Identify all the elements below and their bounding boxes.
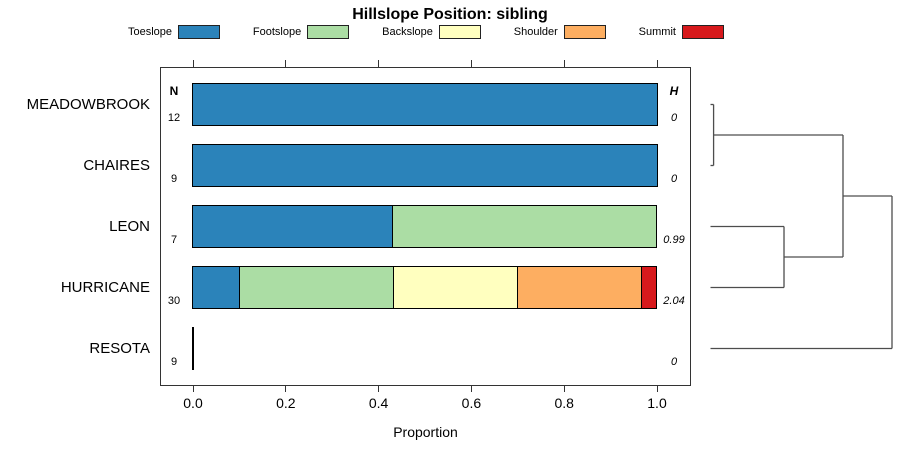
legend-item: Footslope — [252, 25, 350, 39]
bar-segment-toeslope — [192, 205, 392, 247]
x-axis-tick-bottom — [192, 385, 194, 392]
bar-segment-footslope — [238, 266, 394, 308]
x-axis-tick-bottom — [563, 385, 565, 392]
legend-item: Shoulder — [514, 25, 606, 39]
bar-segment-toeslope — [192, 144, 657, 186]
legend-swatch-summit — [681, 25, 724, 39]
x-axis-tick-label: 0.8 — [554, 395, 574, 411]
x-axis-title: Proportion — [393, 424, 458, 440]
x-axis-tick-label: 0.4 — [368, 395, 389, 411]
h-value: 0 — [670, 112, 678, 124]
n-value: 7 — [170, 234, 178, 246]
x-axis-tick-label: 0.6 — [461, 395, 482, 411]
legend-label: Backslope — [382, 26, 433, 38]
legend-swatch-footslope — [307, 25, 350, 39]
legend-swatch-backslope — [438, 25, 481, 39]
legend-swatch-shoulder — [563, 25, 606, 39]
legend-item: Toeslope — [128, 25, 221, 39]
x-axis-tick-top — [656, 60, 658, 67]
h-column-header: H — [669, 84, 679, 98]
y-axis-label: HURRICANE — [60, 278, 150, 296]
legend-item: Backslope — [382, 25, 481, 39]
legend-label: Summit — [638, 26, 676, 38]
legend-item: Summit — [639, 25, 724, 39]
y-axis-label: MEADOWBROOK — [26, 95, 150, 113]
x-axis-tick-top — [563, 60, 565, 67]
x-axis-tick-bottom — [378, 385, 380, 392]
x-axis-tick-top — [192, 60, 194, 67]
bar-segment-backslope — [393, 266, 518, 308]
n-value: 9 — [170, 173, 178, 185]
x-axis-tick-label: 0.2 — [276, 395, 296, 411]
bar-segment-shoulder — [517, 266, 642, 308]
bar-segment-toeslope — [192, 83, 657, 125]
x-axis-tick-top — [470, 60, 472, 67]
x-axis-tick-top — [378, 60, 380, 67]
h-value: 0 — [670, 356, 678, 368]
legend-label: Shoulder — [513, 26, 558, 38]
bar-row — [191, 326, 194, 370]
legend: Toeslope Footslope Backslope Shoulder Summit — [128, 24, 724, 40]
plot-area — [160, 67, 691, 386]
bar-row — [191, 265, 658, 309]
bar-row — [191, 82, 658, 126]
legend-label: Toeslope — [128, 26, 173, 38]
y-axis-label: CHAIRES — [83, 156, 150, 174]
h-value: 0 — [670, 173, 678, 185]
x-axis-tick-bottom — [656, 385, 658, 392]
x-axis-tick-label: 0.0 — [183, 395, 203, 411]
bar-row — [191, 204, 658, 248]
n-value: 12 — [167, 112, 181, 124]
n-value: 30 — [167, 295, 181, 307]
n-value: 9 — [170, 356, 178, 368]
bar-segment-footslope — [391, 205, 657, 247]
bar-segment-summit — [641, 266, 657, 308]
h-value: 2.04 — [663, 295, 685, 307]
chart-title: Hillslope Position: sibling — [352, 6, 548, 23]
bar-row — [191, 143, 658, 187]
h-value: 0.99 — [663, 234, 685, 246]
x-axis-tick-bottom — [285, 385, 287, 392]
x-axis-tick-label: 1.0 — [647, 395, 667, 411]
dendrogram — [710, 103, 893, 350]
y-axis-label: LEON — [109, 217, 150, 235]
n-column-header: N — [169, 84, 179, 98]
bar-segment-toeslope — [192, 266, 239, 308]
y-axis-label: RESOTA — [89, 339, 150, 357]
x-axis-tick-bottom — [470, 385, 472, 392]
x-axis-tick-top — [285, 60, 287, 67]
legend-label: Footslope — [252, 26, 302, 38]
legend-swatch-toeslope — [178, 25, 221, 39]
